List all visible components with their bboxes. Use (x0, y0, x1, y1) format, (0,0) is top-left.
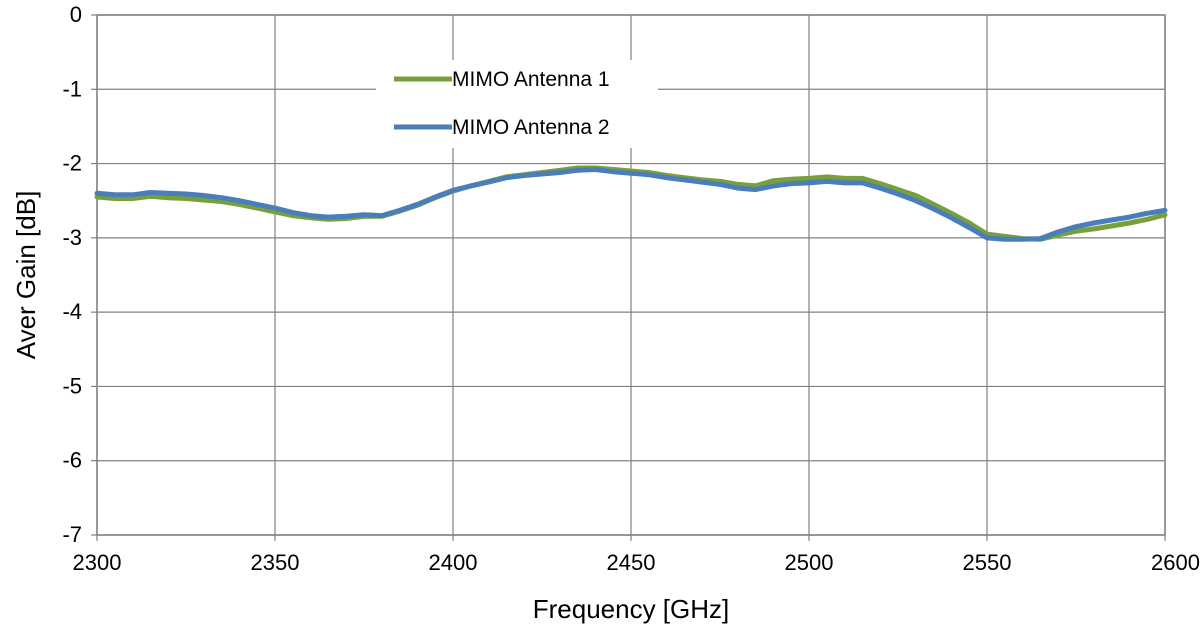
legend-label-2: MIMO Antenna 2 (452, 116, 610, 139)
legend: MIMO Antenna 1 MIMO Antenna 2 (376, 60, 658, 148)
x-axis-label: Frequency [GHz] (533, 594, 730, 624)
y-tick-label: -3 (62, 225, 82, 250)
legend-label-1: MIMO Antenna 1 (452, 68, 610, 91)
y-axis-label: Aver Gain [dB] (11, 191, 41, 360)
x-tick-label: 2400 (429, 550, 478, 575)
x-axis-ticks: 2300 2350 2400 2450 2500 2550 2600 (73, 535, 1200, 575)
x-tick-label: 2350 (251, 550, 300, 575)
y-tick-label: -7 (62, 522, 82, 547)
series-line-2 (94, 167, 1168, 242)
y-tick-label: -1 (62, 76, 82, 101)
y-tick-label: -5 (62, 373, 82, 398)
x-tick-label: 2550 (963, 550, 1012, 575)
x-tick-label: 2500 (785, 550, 834, 575)
y-tick-label: -2 (62, 151, 82, 176)
x-tick-label: 2600 (1151, 550, 1200, 575)
y-tick-label: -4 (62, 299, 82, 324)
series-layer (94, 165, 1168, 242)
y-tick-label: -6 (62, 448, 82, 473)
legend-box (376, 60, 658, 148)
x-tick-label: 2450 (607, 550, 656, 575)
y-tick-label: 0 (70, 2, 82, 27)
x-tick-label: 2300 (73, 550, 122, 575)
y-axis-ticks: 0 -1 -2 -3 -4 -5 -6 -7 (62, 2, 97, 547)
